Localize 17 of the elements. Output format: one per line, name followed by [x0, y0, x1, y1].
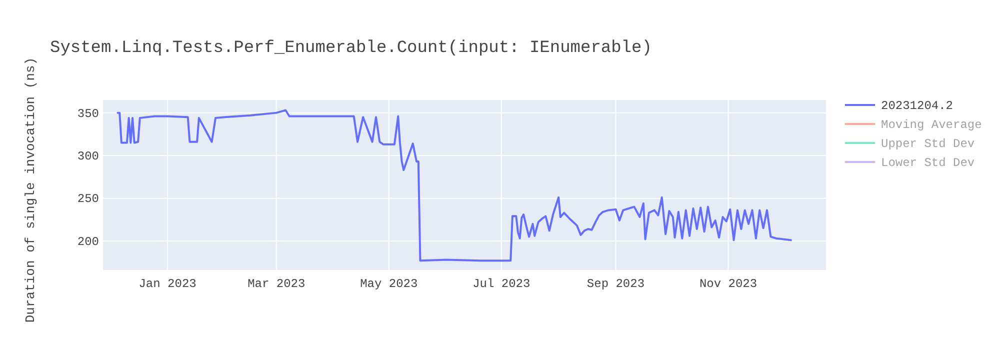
legend-label: Moving Average — [881, 118, 982, 132]
y-tick-label: 300 — [77, 150, 99, 164]
y-tick-label: 250 — [77, 192, 99, 206]
legend-label: Lower Std Dev — [881, 156, 975, 170]
x-tick-label: Jul 2023 — [472, 277, 530, 291]
x-tick-label: Mar 2023 — [248, 277, 306, 291]
x-tick-label: Jan 2023 — [138, 277, 196, 291]
x-tick-label: Nov 2023 — [699, 277, 758, 291]
x-tick-label: May 2023 — [360, 277, 418, 291]
line-series — [116, 109, 792, 262]
y-tick-label: 350 — [77, 106, 99, 121]
chart-title: System.Linq.Tests.Perf_Enumerable.Count(input: IEnumerable) — [50, 39, 652, 58]
legend-label: Upper Std Dev — [881, 137, 975, 151]
y-tick-label: 200 — [77, 234, 99, 249]
legend-label: 20231204.2 — [881, 99, 954, 113]
y-axis-title: Duration of single invocation (ns) — [23, 57, 38, 323]
x-tick-label: Sep 2023 — [586, 277, 645, 291]
